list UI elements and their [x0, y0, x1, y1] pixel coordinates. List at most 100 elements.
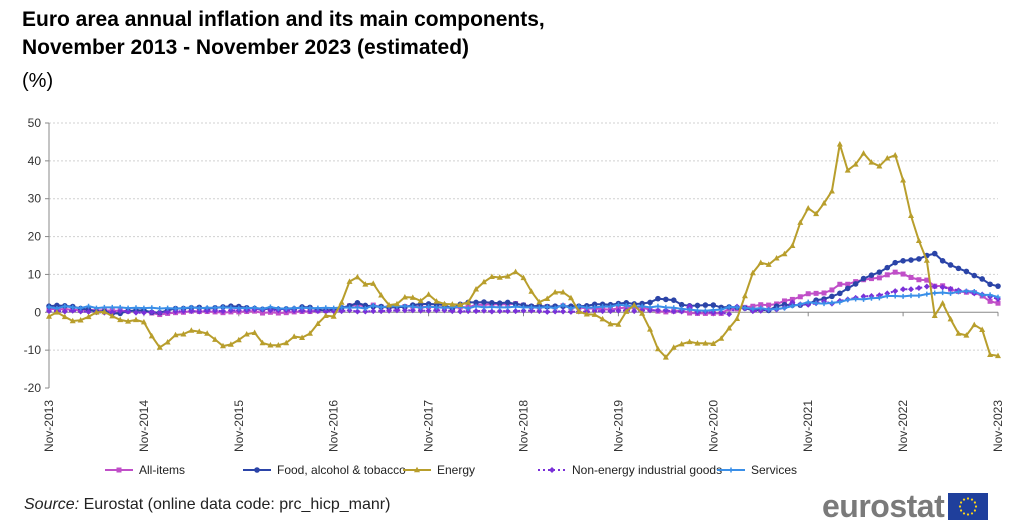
data-point-non-energy-industrial-goods: [212, 307, 219, 314]
data-point-non-energy-industrial-goods: [607, 308, 614, 315]
data-point-services: [117, 304, 123, 310]
data-point-non-energy-industrial-goods: [219, 308, 226, 315]
data-point-energy: [196, 328, 203, 334]
data-point-services: [750, 306, 756, 312]
data-point-services: [426, 304, 432, 310]
data-point-energy: [631, 301, 638, 308]
data-point-energy: [346, 278, 353, 284]
data-point-services: [378, 304, 384, 310]
data-point-energy: [433, 298, 440, 304]
data-point-energy: [243, 331, 250, 337]
data-point-services: [837, 299, 843, 305]
data-point-food-alcohol-tobacco: [481, 299, 487, 305]
x-tick-label: Nov-2014: [137, 400, 151, 452]
legend-label: Non-energy industrial goods: [572, 463, 722, 477]
logo-text: eurostat: [822, 488, 945, 524]
data-point-services: [180, 305, 186, 311]
data-point-non-energy-industrial-goods: [457, 308, 464, 315]
data-point-energy: [915, 237, 922, 244]
data-point-services: [687, 307, 693, 313]
data-point-services: [671, 305, 677, 311]
data-point-food-alcohol-tobacco: [939, 258, 946, 264]
data-point-non-energy-industrial-goods: [536, 308, 543, 315]
data-point-energy: [995, 352, 1001, 359]
data-point-energy: [314, 320, 321, 326]
data-point-food-alcohol-tobacco: [54, 302, 60, 309]
data-point-food-alcohol-tobacco: [504, 299, 511, 306]
line-chart: -20 -10 0 10 20 30 40 50 Nov-2013 Nov-2014 Nov-201…: [24, 116, 1005, 477]
data-point-energy: [156, 344, 163, 350]
data-point-all-items: [916, 277, 922, 283]
data-point-services: [908, 293, 914, 299]
data-point-energy: [955, 330, 962, 336]
data-point-non-energy-industrial-goods: [140, 309, 147, 316]
x-tick-label: Nov-2021: [801, 400, 815, 452]
data-point-energy: [939, 300, 946, 306]
legend-item: Services: [717, 463, 797, 477]
data-point-energy: [686, 338, 693, 345]
data-point-non-energy-industrial-goods: [504, 308, 511, 315]
data-point-energy: [425, 291, 432, 297]
data-point-services: [133, 305, 139, 311]
data-point-energy: [46, 313, 52, 319]
data-point-non-energy-industrial-goods: [188, 308, 195, 315]
data-point-energy: [599, 315, 606, 322]
star-icon: [967, 497, 970, 500]
data-point-energy: [61, 313, 68, 320]
star-icon: [971, 498, 974, 501]
data-point-energy: [354, 273, 361, 280]
star-icon: [974, 501, 977, 504]
data-point-energy: [77, 317, 84, 323]
data-point-services: [236, 305, 242, 311]
data-point-energy: [844, 167, 851, 173]
data-point-energy: [591, 311, 598, 317]
data-point-all-items: [829, 287, 835, 293]
data-point-non-energy-industrial-goods: [109, 309, 116, 316]
data-point-services: [766, 307, 772, 313]
legend-marker: [728, 467, 734, 473]
data-point-energy: [702, 340, 709, 346]
data-point-all-items: [789, 296, 795, 302]
data-point-energy: [251, 329, 258, 336]
data-point-services: [955, 289, 961, 295]
data-point-services: [489, 304, 495, 310]
x-tick-label: Nov-2019: [611, 400, 625, 452]
data-point-all-items: [813, 290, 819, 296]
data-point-services: [679, 306, 685, 312]
data-point-all-items: [892, 269, 898, 275]
data-point-services: [710, 307, 716, 313]
data-point-energy: [552, 289, 559, 295]
data-point-energy: [647, 326, 654, 332]
data-point-food-alcohol-tobacco: [979, 276, 985, 282]
data-point-non-energy-industrial-goods: [227, 307, 234, 314]
data-point-energy: [378, 292, 385, 298]
data-point-food-alcohol-tobacco: [496, 300, 503, 307]
data-point-energy: [797, 219, 804, 225]
data-point-energy: [536, 298, 543, 305]
data-point-services: [726, 304, 732, 310]
data-point-energy: [204, 330, 211, 336]
data-point-services: [639, 303, 645, 309]
data-point-food-alcohol-tobacco: [829, 293, 835, 300]
data-point-energy: [544, 295, 551, 301]
star-icon: [974, 509, 977, 512]
data-point-food-alcohol-tobacco: [655, 295, 661, 302]
data-point-services: [149, 305, 155, 311]
data-point-energy: [876, 162, 883, 169]
data-point-energy: [465, 299, 472, 305]
data-point-services: [797, 301, 803, 307]
data-point-all-items: [797, 294, 803, 300]
data-point-non-energy-industrial-goods: [560, 308, 567, 315]
x-tick-label: Nov-2023: [991, 400, 1005, 452]
data-point-energy: [773, 254, 780, 261]
data-point-energy: [180, 331, 187, 337]
data-point-energy: [409, 294, 416, 300]
data-point-food-alcohol-tobacco: [773, 303, 780, 310]
data-point-energy: [836, 141, 843, 147]
data-point-services: [481, 304, 487, 310]
source-note: Source: Eurostat (online data code: prc_…: [24, 496, 390, 514]
data-point-non-energy-industrial-goods: [401, 307, 408, 314]
data-point-non-energy-industrial-goods: [164, 308, 171, 315]
data-point-energy: [299, 334, 306, 340]
data-point-services: [805, 299, 811, 305]
